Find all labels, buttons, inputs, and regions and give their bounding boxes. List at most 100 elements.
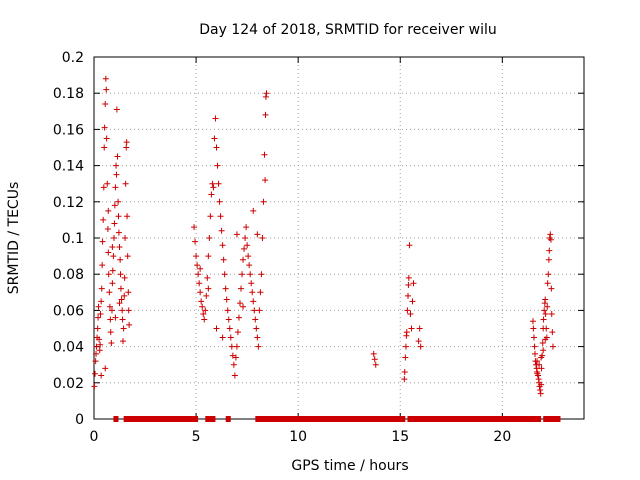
data-point <box>115 229 122 236</box>
y-tick-label: 0.06 <box>53 303 84 319</box>
data-point <box>196 280 203 287</box>
zero-point <box>422 416 429 422</box>
data-point <box>112 314 119 321</box>
data-point <box>405 292 412 299</box>
zero-point <box>489 416 496 422</box>
data-point <box>194 262 201 269</box>
data-point <box>122 180 129 187</box>
data-point <box>540 316 547 323</box>
data-point <box>107 329 114 336</box>
data-point <box>536 361 543 368</box>
zero-point <box>547 416 552 422</box>
data-point <box>220 256 227 263</box>
data-point <box>258 271 265 278</box>
data-point <box>109 267 116 274</box>
zero-point <box>543 416 549 422</box>
data-point <box>409 298 416 305</box>
zero-point <box>550 416 555 422</box>
zero-point <box>255 416 260 422</box>
zero-point <box>149 416 156 422</box>
data-point <box>104 180 111 187</box>
data-point <box>549 343 556 350</box>
zero-point <box>375 416 382 422</box>
data-point <box>122 235 129 241</box>
data-point <box>96 347 103 354</box>
data-point <box>416 325 423 332</box>
data-point <box>113 106 120 113</box>
data-point <box>109 280 116 287</box>
zero-point <box>370 416 377 422</box>
data-point <box>241 245 248 252</box>
data-point <box>93 350 100 357</box>
data-point <box>98 285 105 292</box>
data-point <box>114 153 121 160</box>
zero-point <box>453 416 460 422</box>
zero-point <box>319 416 326 422</box>
data-point <box>252 316 259 323</box>
data-point <box>532 350 538 357</box>
zero-point <box>138 416 146 422</box>
data-point <box>119 307 126 314</box>
zero-point <box>535 416 540 422</box>
data-point <box>537 387 544 394</box>
data-point <box>208 191 215 198</box>
y-tick-label: 0 <box>75 412 84 428</box>
data-point <box>256 307 263 314</box>
data-point <box>106 303 113 310</box>
data-point <box>233 343 240 350</box>
data-point <box>230 361 237 368</box>
data-point <box>229 352 236 359</box>
data-point <box>228 343 235 350</box>
data-point <box>116 244 123 251</box>
zero-point <box>334 416 342 422</box>
zero-point <box>553 416 558 422</box>
zero-point <box>355 416 362 422</box>
zero-point <box>128 416 135 422</box>
data-point <box>118 296 125 303</box>
zero-point <box>350 416 357 422</box>
y-tick-label: 0.08 <box>53 267 84 283</box>
data-point <box>262 111 269 118</box>
data-point <box>108 307 115 314</box>
data-point <box>257 289 264 296</box>
data-point <box>548 311 555 318</box>
data-point <box>105 249 112 256</box>
x-tick-label: 10 <box>289 429 307 445</box>
data-point <box>119 338 126 345</box>
data-point <box>408 325 415 332</box>
data-point <box>548 285 555 292</box>
data-point <box>100 216 107 223</box>
data-point <box>542 296 549 303</box>
data-point <box>197 289 204 296</box>
zero-point <box>478 416 485 422</box>
data-point <box>121 274 128 281</box>
data-point <box>203 292 210 299</box>
data-point <box>535 372 542 379</box>
data-point <box>529 318 536 325</box>
data-point <box>95 303 102 310</box>
zero-point <box>524 416 531 422</box>
data-point <box>221 271 228 278</box>
zero-point <box>114 416 119 422</box>
data-point <box>539 339 546 346</box>
data-point <box>544 303 551 310</box>
data-point <box>105 207 112 214</box>
data-point <box>123 139 130 146</box>
x-tick-label: 20 <box>493 429 511 445</box>
zero-point <box>412 416 419 422</box>
zero-point <box>473 416 480 422</box>
data-point <box>544 280 551 287</box>
data-point <box>102 101 109 108</box>
zero-point <box>314 416 321 422</box>
data-point <box>205 285 212 292</box>
data-point <box>125 289 132 296</box>
data-point <box>250 298 257 305</box>
data-point <box>94 325 101 332</box>
data-point <box>108 339 115 346</box>
data-point <box>238 285 244 292</box>
zero-point <box>309 416 316 422</box>
zero-point <box>144 416 151 422</box>
data-point <box>97 341 104 348</box>
y-axis-label: SRMTID / TECUs <box>6 182 22 295</box>
data-point <box>246 262 253 269</box>
